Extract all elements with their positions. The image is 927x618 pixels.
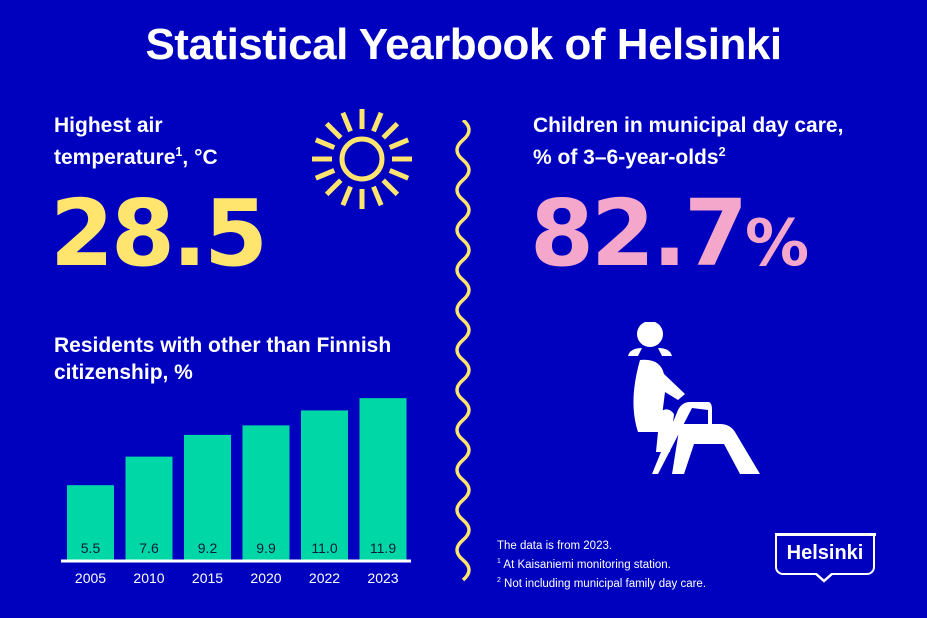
bar-value-label: 11.9: [370, 540, 396, 556]
x-tick-label: 2023: [367, 570, 398, 586]
footnote-2-marker: 2: [497, 576, 501, 584]
bar-2023: [359, 398, 407, 560]
sun-ray: [314, 168, 336, 181]
footnote-2: 2 Not including municipal family day car…: [497, 573, 706, 592]
sun-ray: [340, 111, 353, 133]
sun-ray: [371, 185, 384, 207]
bar-2015: [184, 434, 231, 560]
sun-ray: [381, 178, 400, 197]
citizenship-bar-chart: 5.5 2005 7.6 2010 9.2 2015 9.9 2020 11.0 2022 11.9…: [61, 398, 411, 586]
footnote-ref-1: 1: [175, 145, 183, 159]
bar-value-label: 7.6: [139, 540, 159, 556]
helsinki-logo: Helsinki: [774, 533, 876, 575]
daycare-label-line1: Children in municipal day care,: [533, 114, 844, 137]
logo-notch: [815, 573, 833, 583]
data-year-note: The data is from 2023.: [497, 540, 613, 552]
x-tick-label: 2022: [309, 570, 340, 586]
daycare-value: 82.7%: [530, 180, 809, 287]
temperature-unit: , °C: [182, 146, 218, 169]
bar-value-label: 11.0: [311, 540, 337, 556]
bar-value-label: 5.5: [81, 540, 101, 556]
footnotes: The data is from 2023. 1 At Kaisaniemi m…: [497, 538, 706, 592]
bar-2022: [301, 410, 348, 560]
temperature-label-line2: temperature: [54, 146, 176, 169]
footnote-1: 1 At Kaisaniemi monitoring station.: [497, 554, 706, 573]
sun-ray: [371, 111, 384, 133]
page-title: Statistical Yearbook of Helsinki: [145, 20, 782, 69]
daycare-number: 82.7: [530, 180, 748, 287]
citizenship-label-line1: Residents with other than Finnish: [54, 334, 392, 357]
citizenship-label: Residents with other than Finnish citize…: [54, 332, 391, 386]
daycare-label-line2: % of 3–6-year-olds: [533, 146, 719, 169]
sun-icon: [312, 109, 412, 209]
footnote-1-marker: 1: [497, 558, 501, 565]
temperature-value: 28.5: [50, 180, 268, 287]
sun-ray: [381, 121, 400, 140]
bar-value-label: 9.2: [198, 540, 218, 556]
divider-wave: [455, 120, 471, 582]
sun-ray: [324, 178, 343, 197]
footnote-1-text: At Kaisaniemi monitoring station.: [503, 558, 671, 571]
bar-value-label: 9.9: [256, 540, 276, 556]
daycare-unit: %: [745, 207, 809, 281]
x-tick-label: 2015: [192, 570, 223, 586]
x-tick-label: 2020: [250, 570, 281, 586]
citizenship-label-line2: citizenship, %: [54, 361, 193, 384]
bar-2010: [125, 456, 173, 560]
temperature-label-line1: Highest air: [54, 114, 163, 137]
temperature-label: Highest air temperature1, °C: [54, 112, 218, 171]
daycare-label: Children in municipal day care, % of 3–6…: [533, 112, 843, 171]
x-tick-label: 2005: [75, 570, 106, 586]
sun-ray: [340, 185, 353, 207]
child-on-slide-icon: [628, 322, 760, 474]
bar-2005: [67, 485, 114, 560]
bar-2020: [242, 425, 290, 560]
footnote-ref-2: 2: [718, 145, 726, 159]
x-tick-label: 2010: [133, 570, 164, 586]
footnote-2-text: Not including municipal family day care.: [504, 577, 707, 590]
sun-ray: [388, 168, 410, 181]
sun-ray: [324, 121, 343, 140]
sun-ray: [388, 137, 410, 150]
sun-ray: [314, 137, 336, 150]
